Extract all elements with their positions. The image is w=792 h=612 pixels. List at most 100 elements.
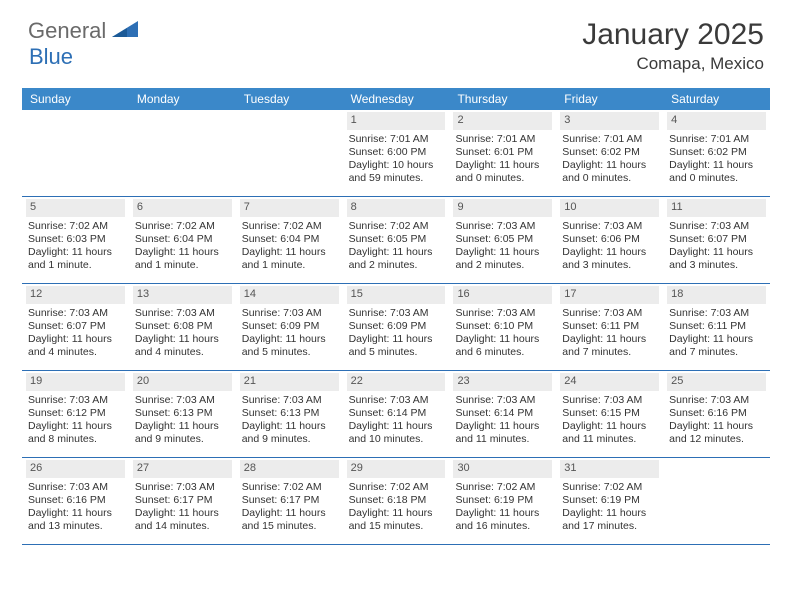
day-cell: 13 Sunrise: 7:03 AMSunset: 6:08 PMDayligh… xyxy=(129,284,236,370)
day-number: 1 xyxy=(347,112,446,130)
day-header: Thursday xyxy=(449,88,556,110)
calendar: SundayMondayTuesdayWednesdayThursdayFrid… xyxy=(22,88,770,545)
day-cell: 1 Sunrise: 7:01 AMSunset: 6:00 PMDaylight… xyxy=(343,110,450,196)
day-cell: 31Sunrise: 7:02 AMSunset: 6:19 PMDayligh… xyxy=(556,458,663,544)
page-title: January 2025 xyxy=(582,18,764,52)
week-row: 26 Sunrise: 7:03 AMSunset: 6:16 PMDayligh… xyxy=(22,458,770,545)
day-info: Sunrise: 7:03 AMSunset: 6:10 PMDaylight:… xyxy=(453,307,552,360)
day-info: Sunrise: 7:03 AMSunset: 6:11 PMDaylight:… xyxy=(667,307,766,360)
week-row: 12 Sunrise: 7:03 AMSunset: 6:07 PMDayligh… xyxy=(22,284,770,371)
day-cell xyxy=(236,110,343,196)
day-cell: 5 Sunrise: 7:02 AMSunset: 6:03 PMDaylight… xyxy=(22,197,129,283)
day-number: 25 xyxy=(667,373,766,391)
day-number: 12 xyxy=(26,286,125,304)
day-number: 31 xyxy=(560,460,659,478)
day-cell: 8 Sunrise: 7:02 AMSunset: 6:05 PMDaylight… xyxy=(343,197,450,283)
day-info: Sunrise: 7:01 AMSunset: 6:00 PMDaylight:… xyxy=(347,133,446,186)
day-cell: 12 Sunrise: 7:03 AMSunset: 6:07 PMDayligh… xyxy=(22,284,129,370)
page-subtitle: Comapa, Mexico xyxy=(582,54,764,74)
day-header: Tuesday xyxy=(236,88,343,110)
day-cell: 7 Sunrise: 7:02 AMSunset: 6:04 PMDaylight… xyxy=(236,197,343,283)
day-header: Monday xyxy=(129,88,236,110)
day-info: Sunrise: 7:03 AMSunset: 6:15 PMDaylight:… xyxy=(560,394,659,447)
day-info: Sunrise: 7:03 AMSunset: 6:16 PMDaylight:… xyxy=(26,481,125,534)
day-number: 6 xyxy=(133,199,232,217)
day-info: Sunrise: 7:03 AMSunset: 6:06 PMDaylight:… xyxy=(560,220,659,273)
day-header: Friday xyxy=(556,88,663,110)
day-cell xyxy=(129,110,236,196)
header: General January 2025 Comapa, Mexico xyxy=(0,0,792,80)
day-cell: 21 Sunrise: 7:03 AMSunset: 6:13 PMDayligh… xyxy=(236,371,343,457)
day-cell: 25Sunrise: 7:03 AMSunset: 6:16 PMDayligh… xyxy=(663,371,770,457)
day-number: 8 xyxy=(347,199,446,217)
week-row: 5 Sunrise: 7:02 AMSunset: 6:03 PMDaylight… xyxy=(22,197,770,284)
day-header: Saturday xyxy=(663,88,770,110)
day-cell: 28Sunrise: 7:02 AMSunset: 6:17 PMDayligh… xyxy=(236,458,343,544)
day-info: Sunrise: 7:03 AMSunset: 6:09 PMDaylight:… xyxy=(240,307,339,360)
day-cell xyxy=(22,110,129,196)
day-number: 13 xyxy=(133,286,232,304)
day-info: Sunrise: 7:02 AMSunset: 6:05 PMDaylight:… xyxy=(347,220,446,273)
day-number: 24 xyxy=(560,373,659,391)
day-info: Sunrise: 7:01 AMSunset: 6:01 PMDaylight:… xyxy=(453,133,552,186)
day-number: 9 xyxy=(453,199,552,217)
day-info: Sunrise: 7:03 AMSunset: 6:05 PMDaylight:… xyxy=(453,220,552,273)
day-number: 23 xyxy=(453,373,552,391)
day-number: 16 xyxy=(453,286,552,304)
day-cell: 18Sunrise: 7:03 AMSunset: 6:11 PMDayligh… xyxy=(663,284,770,370)
day-number: 26 xyxy=(26,460,125,478)
day-info: Sunrise: 7:02 AMSunset: 6:04 PMDaylight:… xyxy=(133,220,232,273)
day-number: 21 xyxy=(240,373,339,391)
day-number: 14 xyxy=(240,286,339,304)
day-cell: 23 Sunrise: 7:03 AMSunset: 6:14 PMDayligh… xyxy=(449,371,556,457)
day-cell: 17 Sunrise: 7:03 AMSunset: 6:11 PMDayligh… xyxy=(556,284,663,370)
day-cell: 19Sunrise: 7:03 AMSunset: 6:12 PMDayligh… xyxy=(22,371,129,457)
day-info: Sunrise: 7:03 AMSunset: 6:08 PMDaylight:… xyxy=(133,307,232,360)
day-number: 22 xyxy=(347,373,446,391)
day-info: Sunrise: 7:03 AMSunset: 6:13 PMDaylight:… xyxy=(240,394,339,447)
week-row: 1 Sunrise: 7:01 AMSunset: 6:00 PMDaylight… xyxy=(22,110,770,197)
day-number: 2 xyxy=(453,112,552,130)
day-info: Sunrise: 7:02 AMSunset: 6:03 PMDaylight:… xyxy=(26,220,125,273)
logo-text-blue: Blue xyxy=(29,44,73,69)
day-info: Sunrise: 7:03 AMSunset: 6:07 PMDaylight:… xyxy=(26,307,125,360)
day-number: 27 xyxy=(133,460,232,478)
day-number: 20 xyxy=(133,373,232,391)
day-number: 11 xyxy=(667,199,766,217)
day-header: Sunday xyxy=(22,88,129,110)
day-info: Sunrise: 7:03 AMSunset: 6:07 PMDaylight:… xyxy=(667,220,766,273)
day-number: 30 xyxy=(453,460,552,478)
day-cell: 24 Sunrise: 7:03 AMSunset: 6:15 PMDayligh… xyxy=(556,371,663,457)
day-info: Sunrise: 7:02 AMSunset: 6:18 PMDaylight:… xyxy=(347,481,446,534)
day-number: 3 xyxy=(560,112,659,130)
day-cell: 6 Sunrise: 7:02 AMSunset: 6:04 PMDaylight… xyxy=(129,197,236,283)
day-cell: 3 Sunrise: 7:01 AMSunset: 6:02 PMDaylight… xyxy=(556,110,663,196)
day-info: Sunrise: 7:02 AMSunset: 6:04 PMDaylight:… xyxy=(240,220,339,273)
day-header-row: SundayMondayTuesdayWednesdayThursdayFrid… xyxy=(22,88,770,110)
day-info: Sunrise: 7:03 AMSunset: 6:11 PMDaylight:… xyxy=(560,307,659,360)
day-info: Sunrise: 7:03 AMSunset: 6:13 PMDaylight:… xyxy=(133,394,232,447)
day-cell: 26 Sunrise: 7:03 AMSunset: 6:16 PMDayligh… xyxy=(22,458,129,544)
day-info: Sunrise: 7:01 AMSunset: 6:02 PMDaylight:… xyxy=(560,133,659,186)
day-number: 5 xyxy=(26,199,125,217)
day-cell: 27 Sunrise: 7:03 AMSunset: 6:17 PMDayligh… xyxy=(129,458,236,544)
day-number: 28 xyxy=(240,460,339,478)
day-number: 10 xyxy=(560,199,659,217)
day-info: Sunrise: 7:03 AMSunset: 6:14 PMDaylight:… xyxy=(453,394,552,447)
logo-text-general: General xyxy=(28,18,106,44)
day-cell: 4Sunrise: 7:01 AMSunset: 6:02 PMDaylight… xyxy=(663,110,770,196)
day-cell: 22 Sunrise: 7:03 AMSunset: 6:14 PMDayligh… xyxy=(343,371,450,457)
day-info: Sunrise: 7:03 AMSunset: 6:17 PMDaylight:… xyxy=(133,481,232,534)
day-cell: 29Sunrise: 7:02 AMSunset: 6:18 PMDayligh… xyxy=(343,458,450,544)
day-cell: 9 Sunrise: 7:03 AMSunset: 6:05 PMDaylight… xyxy=(449,197,556,283)
day-cell: 20 Sunrise: 7:03 AMSunset: 6:13 PMDayligh… xyxy=(129,371,236,457)
logo: General xyxy=(28,18,142,44)
day-info: Sunrise: 7:03 AMSunset: 6:14 PMDaylight:… xyxy=(347,394,446,447)
day-cell: 16 Sunrise: 7:03 AMSunset: 6:10 PMDayligh… xyxy=(449,284,556,370)
day-number: 4 xyxy=(667,112,766,130)
day-cell: 10 Sunrise: 7:03 AMSunset: 6:06 PMDayligh… xyxy=(556,197,663,283)
day-number: 17 xyxy=(560,286,659,304)
day-number: 15 xyxy=(347,286,446,304)
day-info: Sunrise: 7:03 AMSunset: 6:12 PMDaylight:… xyxy=(26,394,125,447)
day-number: 7 xyxy=(240,199,339,217)
